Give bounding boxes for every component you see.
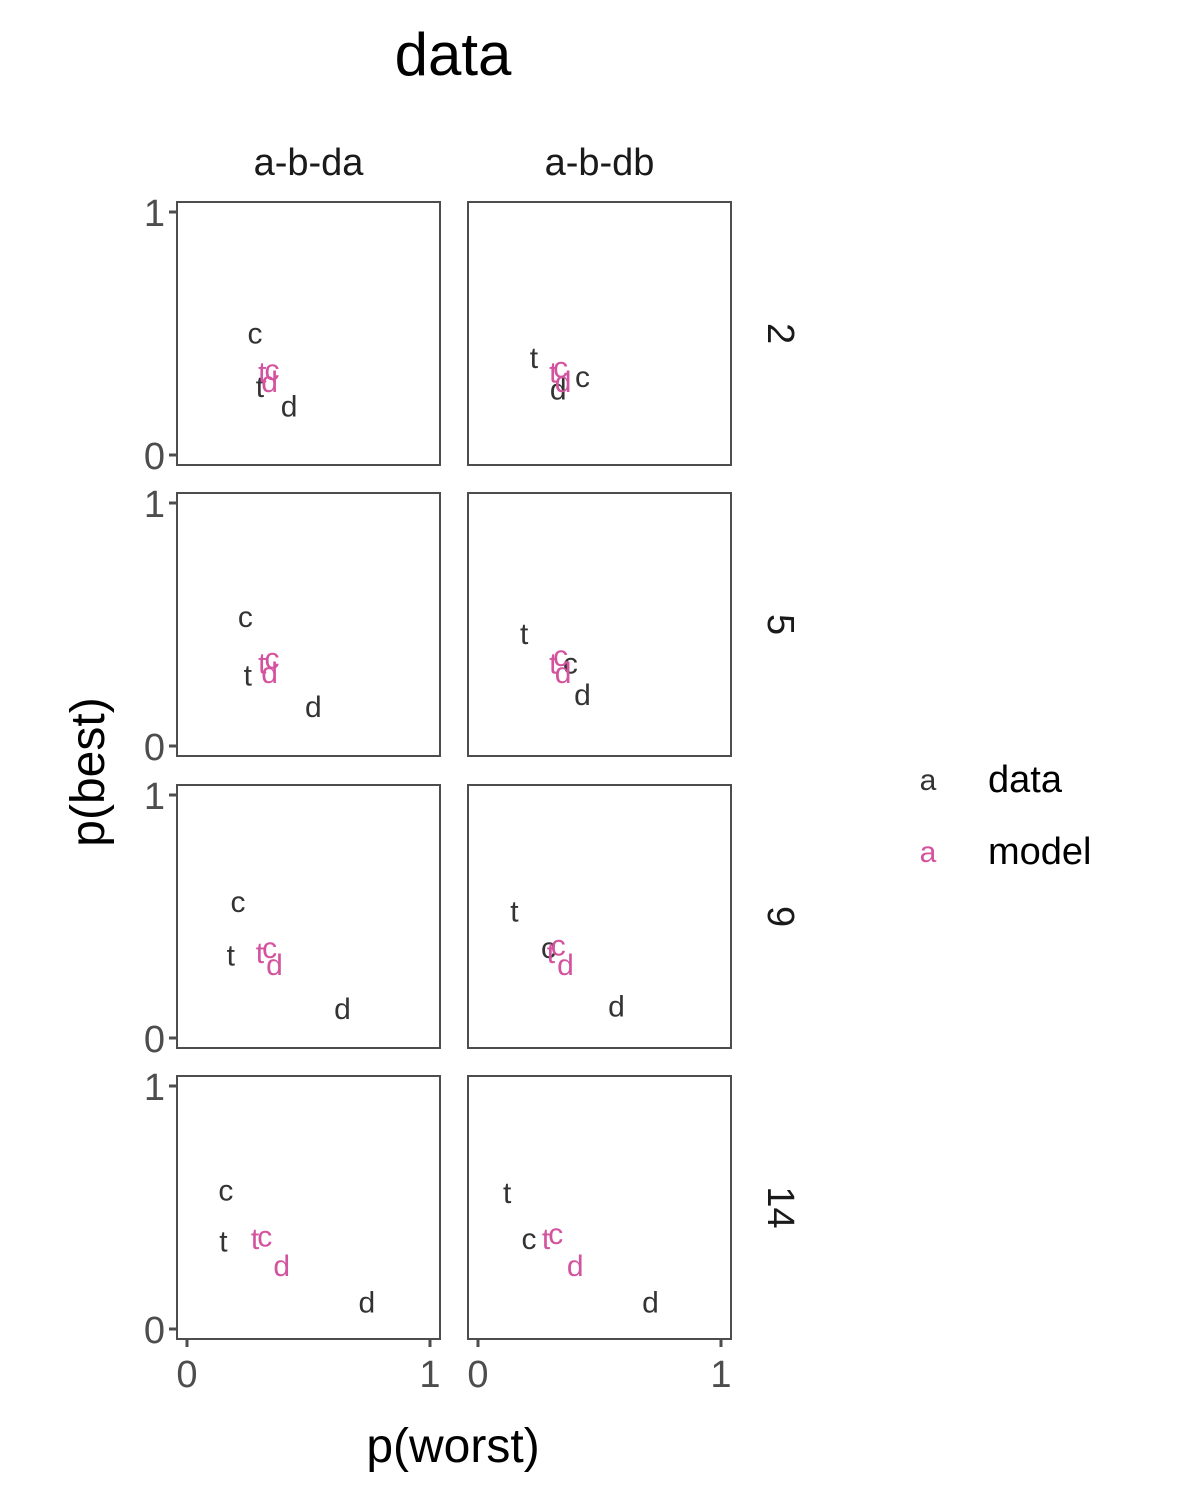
data-point: c — [231, 886, 246, 919]
x-tick-label: 0 — [176, 1354, 197, 1396]
y-tick-label: 1 — [144, 193, 165, 235]
model-point: d — [273, 1250, 290, 1283]
legend: a data a model — [920, 759, 1092, 873]
data-point: t — [503, 1177, 512, 1210]
data-point: c — [522, 1223, 537, 1256]
model-point: d — [266, 949, 283, 982]
panel-frame — [176, 492, 441, 757]
panel-frame — [467, 784, 732, 1049]
panel-frame — [176, 201, 441, 466]
data-point: d — [574, 679, 591, 712]
x-tick-label: 0 — [467, 1354, 488, 1396]
column-strip-label: a-b-da — [254, 142, 365, 184]
data-point: d — [305, 691, 322, 724]
model-point: t — [251, 1223, 260, 1256]
model-point: t — [256, 937, 265, 970]
y-tick-label: 1 — [144, 776, 165, 818]
panel-frame — [176, 1075, 441, 1340]
row-strip-label: 5 — [759, 614, 801, 635]
column-strip-label: a-b-db — [545, 142, 655, 184]
row-strips: 2 5 9 14 — [759, 323, 801, 1229]
y-tick-label: 0 — [144, 727, 165, 769]
model-point: t — [549, 356, 558, 389]
row-strip-label: 9 — [759, 906, 801, 927]
panel-frame — [467, 492, 732, 757]
y-tick-label: 0 — [144, 1019, 165, 1061]
data-point: d — [642, 1286, 659, 1319]
model-point: d — [261, 657, 278, 690]
model-point: d — [557, 949, 574, 982]
model-point: t — [542, 1223, 551, 1256]
facet-panels: ctdtcdtcdtcdctdtcdtcdtcdctdtcdtcdtcdctdt… — [176, 201, 732, 1340]
data-point: d — [334, 993, 351, 1026]
data-point: c — [238, 601, 253, 634]
data-point: t — [256, 371, 265, 404]
chart-title: data — [395, 21, 512, 88]
data-point: t — [530, 342, 539, 375]
data-point: d — [608, 990, 625, 1023]
y-tick-label: 0 — [144, 1310, 165, 1352]
x-axis-title: p(worst) — [366, 1420, 539, 1473]
model-point: d — [567, 1250, 584, 1283]
y-axis-title: p(best) — [62, 697, 115, 846]
x-tick-label: 1 — [419, 1354, 440, 1396]
data-point: t — [227, 939, 236, 972]
row-strip-label: 2 — [759, 323, 801, 344]
model-point: c — [265, 354, 280, 387]
data-point: d — [358, 1286, 375, 1319]
legend-label: model — [988, 831, 1092, 873]
model-point: d — [555, 657, 572, 690]
model-point: t — [258, 647, 267, 680]
model-point: d — [261, 366, 278, 399]
data-point: c — [563, 647, 578, 680]
data-point: t — [510, 896, 519, 929]
data-point: d — [281, 390, 298, 423]
data-point: t — [219, 1226, 228, 1259]
row-strip-label: 14 — [759, 1186, 801, 1228]
model-point: t — [549, 647, 558, 680]
model-point: c — [553, 352, 568, 385]
y-tick-label: 1 — [144, 484, 165, 526]
y-tick-label: 0 — [144, 436, 165, 478]
model-point: t — [258, 356, 267, 389]
data-point: t — [520, 618, 529, 651]
model-point: c — [551, 930, 566, 963]
legend-label: data — [988, 759, 1063, 801]
data-point: c — [541, 932, 556, 965]
panel-frame — [467, 201, 732, 466]
legend-key: a — [920, 764, 937, 797]
model-point: t — [547, 937, 556, 970]
data-point: d — [550, 373, 567, 406]
data-point: t — [244, 660, 253, 693]
model-point: c — [553, 640, 568, 673]
model-point: c — [257, 1221, 272, 1254]
column-strips: a-b-da a-b-db — [254, 142, 655, 184]
model-point: c — [548, 1218, 563, 1251]
panel-frame — [467, 1075, 732, 1340]
y-tick-label: 1 — [144, 1067, 165, 1109]
data-point: c — [575, 361, 590, 394]
data-point: c — [248, 318, 263, 351]
legend-key: a — [920, 836, 937, 869]
model-point: d — [555, 366, 572, 399]
model-point: c — [265, 643, 280, 676]
panel-frame — [176, 784, 441, 1049]
data-point: c — [218, 1174, 233, 1207]
x-tick-label: 1 — [710, 1354, 731, 1396]
model-point: c — [262, 932, 277, 965]
